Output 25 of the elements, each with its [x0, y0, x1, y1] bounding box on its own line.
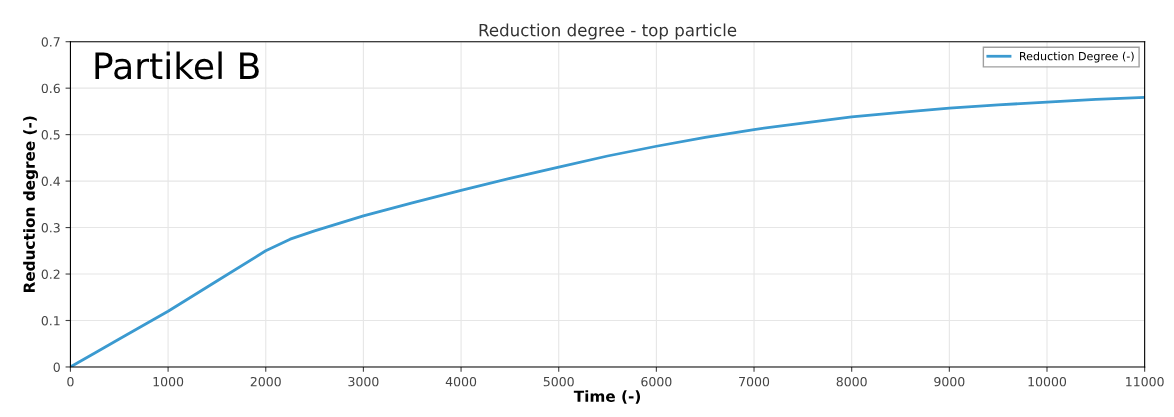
y-tick-label: 0.7 [41, 37, 60, 47]
x-tick-label: 5000 [543, 376, 574, 387]
x-tick-label: 7000 [739, 376, 770, 387]
y-axis-title: Reduction degree (-) [23, 116, 39, 293]
x-tick-label: 11000 [1126, 376, 1164, 387]
y-tick-label: 0.3 [41, 223, 60, 233]
x-tick-label: 3000 [348, 376, 379, 387]
legend-label: Reduction Degree (-) [1020, 51, 1134, 63]
y-tick-label: 0.5 [41, 130, 60, 140]
x-tick-label: 10000 [1028, 376, 1067, 387]
x-tick-label: 6000 [641, 376, 672, 387]
x-tick-label: 8000 [836, 376, 867, 387]
x-tick-label: 1000 [153, 376, 184, 387]
y-tick-label: 0.1 [41, 315, 60, 326]
y-tick-label: 0.6 [41, 83, 60, 94]
y-tick-label: 0 [53, 362, 60, 372]
y-tick-label: 0.4 [41, 176, 61, 187]
x-tick-label: 0 [67, 376, 74, 387]
x-tick-label: 4000 [445, 376, 477, 387]
chart-title: Reduction degree - top particle [479, 23, 737, 40]
x-tick-label: 9000 [934, 376, 965, 387]
x-axis-title: Time (-) [573, 390, 641, 404]
y-tick-label: 0.2 [41, 269, 60, 279]
annotation: Partikel B [95, 51, 259, 80]
x-tick-label: 2000 [250, 376, 281, 387]
